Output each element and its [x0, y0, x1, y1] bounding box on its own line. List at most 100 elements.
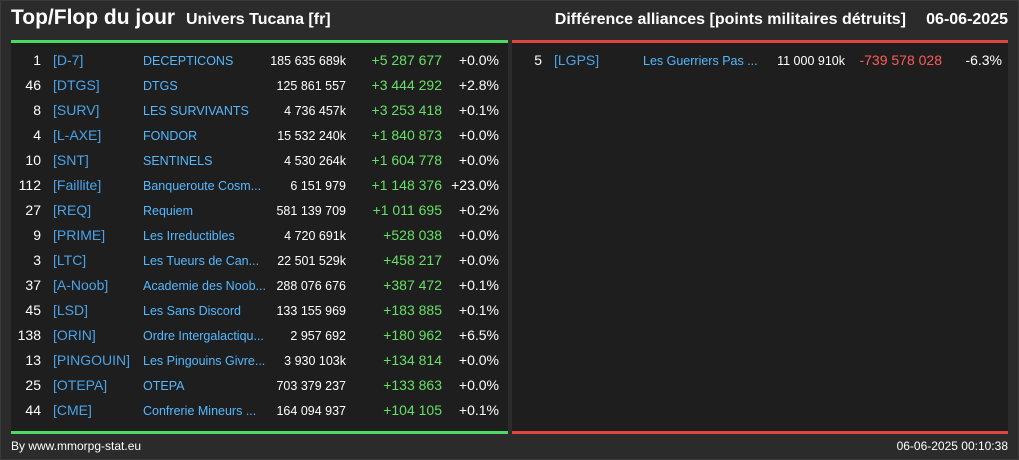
- alliance-name-link[interactable]: Les Guerriers Pas ...: [643, 54, 758, 68]
- percent-change-cell: +0.1%: [458, 402, 499, 418]
- alliance-row: 37 [A-Noob] Academie des Noob... 288 076 67…: [11, 273, 508, 298]
- percent-change-cell: +0.0%: [458, 252, 499, 268]
- percent-change-cell: +0.1%: [458, 102, 499, 118]
- alliance-row: 45 [LSD] Les Sans Discord 133 155 969 +183 8…: [11, 298, 508, 323]
- points-cell: 15 532 240k: [277, 129, 346, 143]
- alliance-tag-link[interactable]: [LSD]: [53, 302, 89, 318]
- flop-panel-accent: [512, 40, 1008, 43]
- alliance-tag-link[interactable]: [DTGS]: [53, 77, 100, 93]
- points-cell: 125 861 557: [276, 79, 346, 93]
- rank-cell: 27: [25, 202, 41, 218]
- flop-list: 5 [LGPS] Les Guerriers Pas ... 11 000 910k -…: [512, 48, 1008, 73]
- alliance-tag-link[interactable]: [L-AXE]: [53, 127, 102, 143]
- percent-change-cell: -6.3%: [965, 52, 1002, 68]
- rank-cell: 13: [25, 352, 41, 368]
- alliance-tag-link[interactable]: [REQ]: [53, 202, 92, 218]
- header: Top/Flop du jour Univers Tucana [fr] Dif…: [0, 0, 1019, 40]
- alliance-tag-link[interactable]: [CME]: [53, 402, 92, 418]
- ranking-type-label: Différence alliances [points militaires …: [554, 11, 906, 28]
- alliance-row: 8 [SURV] LES SURVIVANTS 4 736 457k +3 253 41…: [11, 98, 508, 123]
- difference-cell: +180 962: [383, 327, 442, 343]
- percent-change-cell: +6.5%: [458, 327, 499, 343]
- percent-change-cell: +0.0%: [458, 377, 499, 393]
- rank-cell: 46: [25, 77, 41, 93]
- points-cell: 703 379 237: [276, 379, 346, 393]
- alliance-row: 3 [LTC] Les Tueurs de Can... 22 501 529k +45…: [11, 248, 508, 273]
- difference-cell: -739 578 028: [859, 52, 942, 68]
- percent-change-cell: +0.2%: [458, 202, 499, 218]
- rank-cell: 9: [33, 227, 41, 243]
- top-panel-accent-bottom: [11, 431, 508, 434]
- alliance-tag-link[interactable]: [PRIME]: [53, 227, 106, 243]
- alliance-tag-link[interactable]: [LGPS]: [554, 52, 600, 68]
- alliance-tag-link[interactable]: [A-Noob]: [53, 277, 109, 293]
- points-cell: 185 635 689k: [270, 54, 346, 68]
- alliance-tag-link[interactable]: [LTC]: [53, 252, 87, 268]
- rank-cell: 44: [25, 402, 41, 418]
- difference-cell: +3 253 418: [371, 102, 442, 118]
- difference-cell: +183 885: [383, 302, 442, 318]
- points-cell: 288 076 676: [276, 279, 346, 293]
- alliance-tag-link[interactable]: [SNT]: [53, 152, 89, 168]
- alliance-row: 1 [D-7] DECEPTICONS 185 635 689k +5 287 677 +…: [11, 48, 508, 73]
- alliance-tag-link[interactable]: [OTEPA]: [53, 377, 108, 393]
- points-cell: 22 501 529k: [277, 254, 346, 268]
- points-cell: 4 736 457k: [284, 104, 346, 118]
- percent-change-cell: +2.8%: [458, 77, 499, 93]
- alliance-row: 46 [DTGS] DTGS 125 861 557 +3 444 292 +2.8%: [11, 73, 508, 98]
- page-title: Top/Flop du jour: [11, 6, 176, 29]
- alliance-tag-link[interactable]: [Faillite]: [53, 177, 102, 193]
- source-credit: By www.mmorpg-stat.eu: [11, 439, 142, 453]
- alliance-tag-link[interactable]: [PINGOUIN]: [53, 352, 131, 368]
- difference-cell: +104 105: [383, 402, 442, 418]
- generated-timestamp: 06-06-2025 00:10:38: [896, 439, 1008, 453]
- difference-cell: +528 038: [383, 227, 442, 243]
- percent-change-cell: +0.1%: [458, 302, 499, 318]
- points-cell: 2 957 692: [290, 329, 346, 343]
- top-list: 1 [D-7] DECEPTICONS 185 635 689k +5 287 677 +…: [11, 48, 508, 423]
- difference-cell: +5 287 677: [371, 52, 442, 68]
- points-cell: 6 151 979: [290, 179, 346, 193]
- difference-cell: +134 814: [383, 352, 442, 368]
- percent-change-cell: +23.0%: [451, 177, 499, 193]
- date-label: 06-06-2025: [926, 11, 1008, 28]
- percent-change-cell: +0.0%: [458, 52, 499, 68]
- rank-cell: 8: [33, 102, 41, 118]
- rank-cell: 10: [25, 152, 41, 168]
- alliance-row: 4 [L-AXE] FONDOR 15 532 240k +1 840 873 +0.0%: [11, 123, 508, 148]
- alliance-tag-link[interactable]: [ORIN]: [53, 327, 96, 343]
- difference-cell: +133 863: [383, 377, 442, 393]
- alliance-tag-link[interactable]: [D-7]: [53, 52, 84, 68]
- difference-cell: +1 840 873: [371, 127, 442, 143]
- rank-cell: 3: [33, 252, 41, 268]
- alliance-row: 13 [PINGOUIN] Les Pingouins Givre... 3 930 …: [11, 348, 508, 373]
- points-cell: 3 930 103k: [284, 354, 346, 368]
- rank-cell: 112: [18, 177, 41, 193]
- percent-change-cell: +0.1%: [458, 277, 499, 293]
- points-cell: 4 720 691k: [284, 229, 346, 243]
- alliance-row: 44 [CME] Confrerie Mineurs ... 164 094 937 +…: [11, 398, 508, 423]
- alliance-row: 9 [PRIME] Les Irreductibles 4 720 691k +528 …: [11, 223, 508, 248]
- points-cell: 581 139 709: [276, 204, 346, 218]
- difference-cell: +1 148 376: [371, 177, 442, 193]
- percent-change-cell: +0.0%: [458, 127, 499, 143]
- rank-cell: 4: [33, 127, 41, 143]
- percent-change-cell: +0.0%: [458, 227, 499, 243]
- difference-cell: +1 011 695: [372, 202, 442, 218]
- points-cell: 133 155 969: [276, 304, 346, 318]
- difference-cell: +458 217: [383, 252, 442, 268]
- alliance-row: 25 [OTEPA] OTEPA 703 379 237 +133 863 +0.0%: [11, 373, 508, 398]
- alliance-tag-link[interactable]: [SURV]: [53, 102, 100, 118]
- rank-cell: 138: [17, 327, 41, 343]
- percent-change-cell: +0.0%: [458, 152, 499, 168]
- flop-panel-accent-bottom: [512, 431, 1008, 434]
- top-panel: 1 [D-7] DECEPTICONS 185 635 689k +5 287 677 +…: [11, 40, 508, 434]
- rank-cell: 25: [25, 377, 41, 393]
- rank-cell: 37: [25, 277, 41, 293]
- points-cell: 11 000 910k: [777, 54, 845, 68]
- alliance-row: 112 [Faillite] Banqueroute Cosm... 6 151 97…: [11, 173, 508, 198]
- points-cell: 4 530 264k: [284, 154, 346, 168]
- difference-cell: +3 444 292: [371, 77, 442, 93]
- difference-cell: +387 472: [383, 277, 442, 293]
- rank-cell: 45: [25, 302, 41, 318]
